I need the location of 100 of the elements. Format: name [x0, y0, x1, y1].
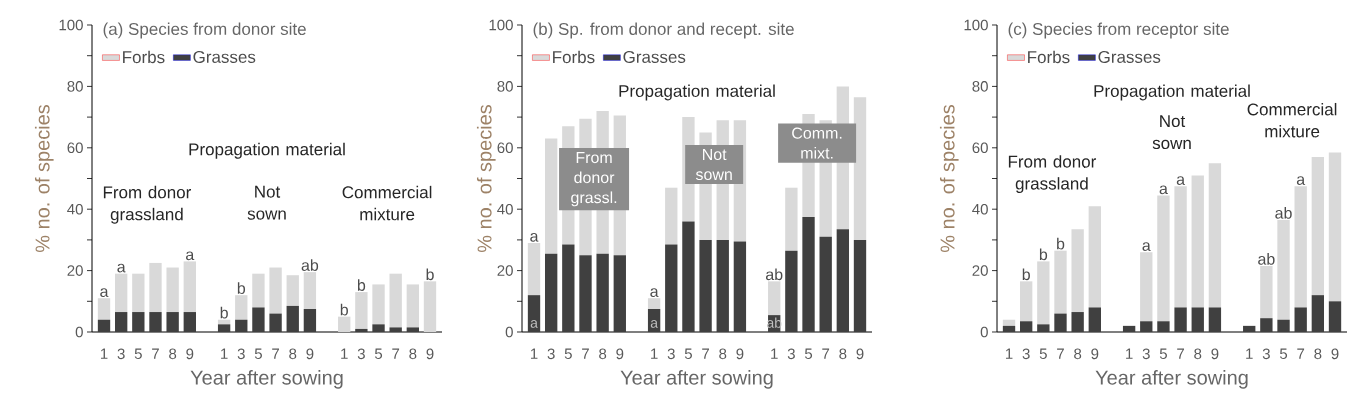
- bar: [647, 298, 661, 309]
- x-tick-label: 1: [530, 348, 538, 359]
- bar: [1174, 307, 1187, 332]
- data-label: a: [650, 320, 659, 328]
- bar: [1037, 261, 1050, 325]
- x-tick-label: 7: [822, 348, 830, 359]
- bar: [853, 97, 867, 240]
- x-tick-label: 9: [856, 348, 864, 360]
- x-tick-label: 8: [409, 348, 417, 360]
- annotation: From donor grassland: [103, 185, 192, 224]
- y-tick-label: 60: [497, 142, 513, 154]
- bar: [545, 253, 558, 332]
- bar: [1208, 307, 1222, 332]
- bar: [853, 239, 867, 332]
- x-tick-label: 8: [169, 348, 177, 360]
- bar: [836, 229, 850, 332]
- bar: [389, 273, 402, 328]
- y-axis-title: % no. of species: [939, 104, 959, 253]
- data-label: a: [650, 288, 659, 298]
- data-label: a: [530, 320, 538, 328]
- bar: [183, 261, 196, 313]
- x-tick-label: 8: [719, 348, 727, 360]
- bar: [406, 284, 420, 328]
- y-axis-title: % no. of species: [34, 104, 54, 253]
- y-tick-label: 100: [964, 19, 988, 31]
- x-tick-label: 9: [1331, 348, 1339, 360]
- bar: [372, 284, 385, 325]
- bar: [699, 239, 712, 332]
- bar: [733, 241, 747, 332]
- x-tick-label: 9: [426, 348, 434, 360]
- legend-label: Grasses: [1098, 50, 1161, 63]
- data-label: b: [237, 282, 246, 294]
- bar: [1311, 157, 1325, 296]
- y-tick-label: 20: [497, 265, 513, 276]
- x-tick-label: 5: [1159, 348, 1167, 359]
- bar: [166, 312, 179, 332]
- bar: [1071, 229, 1084, 313]
- bar: [613, 255, 626, 332]
- bar: [286, 305, 299, 332]
- bar: [562, 244, 575, 332]
- bar: [355, 328, 368, 332]
- x-tick-label: 1: [341, 348, 348, 359]
- bar: [785, 187, 798, 251]
- bar: [338, 316, 351, 332]
- x-tick-label: 1: [100, 348, 108, 359]
- bar: [785, 250, 798, 332]
- x-tick-label: 5: [254, 348, 262, 359]
- bar: [527, 242, 541, 296]
- x-tick-label: 1: [1126, 348, 1133, 359]
- x-tick-label: 1: [651, 348, 658, 359]
- bar: [132, 273, 145, 313]
- bar: [132, 312, 145, 332]
- x-tick-label: 7: [1177, 348, 1185, 359]
- bar: [1277, 219, 1290, 320]
- data-label: b: [426, 268, 434, 281]
- x-tick-label: 8: [1194, 348, 1202, 360]
- y-tick-label: 80: [972, 81, 988, 92]
- x-axis-title: Year after sowing: [620, 370, 773, 389]
- x-tick-label: 3: [237, 348, 245, 360]
- y-tick-label: 100: [59, 19, 83, 31]
- bar: [1328, 152, 1342, 302]
- legend-label: Forbs: [123, 50, 165, 64]
- annotation: Not sown: [695, 148, 732, 181]
- x-tick-label: 5: [564, 348, 572, 359]
- data-label: ab: [1258, 253, 1275, 265]
- x-tick-label: 7: [582, 348, 589, 359]
- x-tick-label: 8: [599, 348, 607, 360]
- x-tick-label: 1: [221, 348, 228, 359]
- bar: [303, 272, 317, 309]
- y-tick-label: 0: [75, 326, 83, 338]
- bar: [1054, 250, 1067, 314]
- annotation: Commercial mixture: [342, 185, 432, 221]
- x-tick-label: 8: [1074, 348, 1082, 360]
- bar: [115, 312, 128, 332]
- x-tick-label: 1: [771, 348, 778, 359]
- x-tick-label: 8: [1314, 348, 1322, 360]
- annotation: Propagation material: [189, 142, 345, 159]
- bar: [235, 295, 248, 320]
- bar: [252, 273, 265, 308]
- x-tick-label: 3: [1022, 348, 1030, 360]
- x-tick-label: 1: [1005, 348, 1013, 359]
- x-tick-label: 5: [1279, 348, 1288, 359]
- legend-label: Forbs: [553, 50, 595, 64]
- bar: [1088, 206, 1101, 308]
- data-label: a: [1142, 242, 1151, 251]
- bar: [1191, 307, 1204, 332]
- data-label: b: [357, 279, 366, 291]
- bar: [1328, 301, 1342, 332]
- bar: [545, 138, 558, 254]
- bar: [596, 253, 609, 332]
- x-tick-label: 9: [306, 348, 314, 360]
- y-tick-label: 60: [67, 142, 83, 154]
- bar: [1191, 175, 1204, 308]
- annotation: From donor grassland: [1008, 155, 1097, 193]
- x-tick-label: 3: [117, 348, 125, 360]
- bar: [115, 273, 128, 313]
- bar: [252, 307, 265, 332]
- y-tick-label: 80: [497, 81, 513, 92]
- x-axis-title: Year after sowing: [190, 370, 343, 389]
- x-tick-label: 7: [702, 348, 710, 359]
